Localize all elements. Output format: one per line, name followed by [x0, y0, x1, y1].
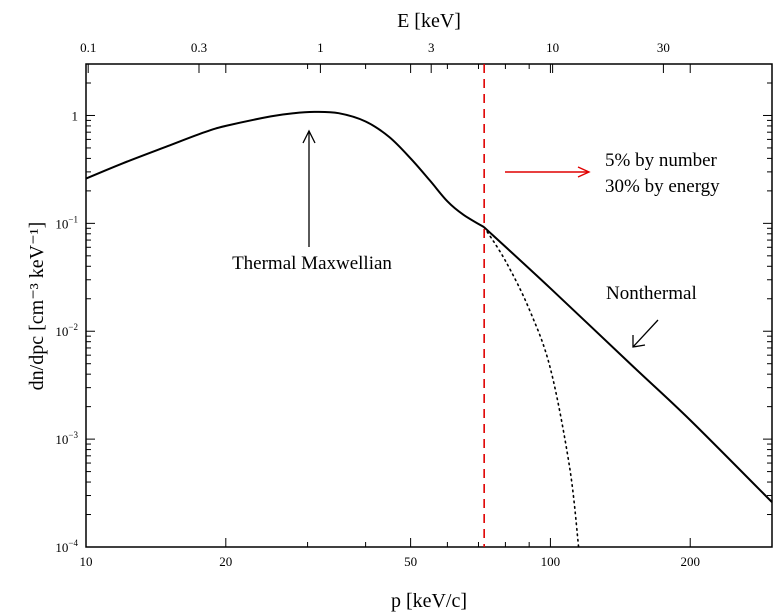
x2-tick-label: 3 [428, 40, 435, 55]
series [85, 110, 773, 548]
annotation-thermal: Thermal Maxwellian [232, 253, 392, 274]
y-tick-label: 10−2 [55, 322, 78, 339]
tick-labels: 10 20 50 100 200 0.1 0.3 1 3 10 30 10−4 10−3 10−2 10−1… [55, 40, 700, 569]
annotation-fraction-line1: 5% by number [605, 150, 718, 171]
x-tick-label: 50 [404, 554, 417, 569]
y-tick-label: 10−1 [55, 214, 78, 231]
y-tick-label: 10−4 [55, 538, 78, 555]
annotation-fraction-line2: 30% by energy [605, 176, 720, 197]
x2-tick-label: 30 [657, 40, 670, 55]
x-tick-label: 20 [219, 554, 232, 569]
thermal-arrow-head [302, 129, 316, 144]
series-line-nonthermal [483, 226, 773, 503]
top-axis-title: E [keV] [397, 10, 461, 32]
x2-tick-label: 10 [546, 40, 559, 55]
series-line-thermal-maxwellian [85, 110, 485, 229]
bottom-axis-title: p [keV/c] [391, 590, 467, 612]
x2-tick-label: 0.1 [80, 40, 96, 55]
nonthermal-arrow-head [632, 335, 646, 348]
x-tick-label: 10 [80, 554, 93, 569]
y-tick-label: 10−3 [55, 430, 78, 447]
y-axis-title: dn/dpc [cm⁻³ keV⁻¹] [26, 222, 48, 391]
plot-frame [85, 63, 773, 548]
fraction-arrow-head [577, 166, 591, 178]
x2-tick-label: 0.3 [191, 40, 207, 55]
x2-tick-label: 1 [317, 40, 324, 55]
series-line-maxwellian-tail [483, 226, 580, 548]
ticks [85, 63, 773, 548]
nonthermal-arrow-shaft [632, 319, 659, 348]
annotation-nonthermal: Nonthermal [606, 283, 697, 304]
y-tick-label: 1 [72, 108, 79, 123]
x-tick-label: 200 [680, 554, 700, 569]
x-tick-label: 100 [541, 554, 561, 569]
